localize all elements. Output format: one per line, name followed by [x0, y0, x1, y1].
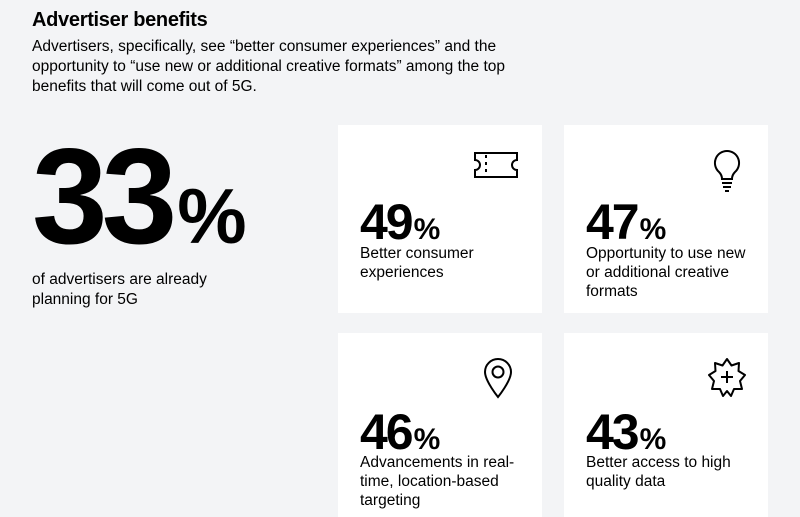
hero-percent: %: [177, 172, 246, 260]
hero-number: 33: [32, 120, 177, 272]
stat-percent: %: [639, 423, 667, 456]
stat-value: 43 %: [586, 404, 667, 460]
stat-card-location-targeting: 46 % Advancements in real-time, location…: [338, 333, 542, 517]
stat-number: 46: [360, 404, 414, 460]
stat-card-consumer-experiences: 49 % Better consumer experiences: [338, 125, 542, 313]
stat-percent: %: [639, 213, 667, 246]
lightbulb-icon: [713, 149, 741, 192]
stat-number: 49: [360, 194, 414, 250]
stat-number: 47: [586, 194, 640, 250]
stat-value: 46 %: [360, 404, 441, 460]
hero-description: of advertisers are already planning for …: [32, 271, 207, 308]
stat-label: Better access to high quality data: [586, 454, 731, 490]
stat-number: 43: [586, 404, 640, 460]
stat-value: 47 %: [586, 194, 667, 250]
page-title: Advertiser benefits: [32, 9, 208, 31]
ticket-icon: [474, 152, 518, 178]
intro-paragraph: Advertisers, specifically, see “better c…: [32, 38, 506, 95]
stat-label: Advancements in real-time, location-base…: [360, 454, 515, 509]
stat-card-quality-data: 43 % Better access to high quality data: [564, 333, 768, 517]
starburst-plus-icon: [708, 358, 746, 397]
stat-value: 49 %: [360, 194, 441, 250]
stat-label: Better consumer experiences: [360, 245, 474, 281]
stat-card-creative-formats: 47 % Opportunity to use new or additiona…: [564, 125, 768, 313]
location-pin-icon: [483, 358, 513, 399]
hero-stat: 33 % of advertisers are already planning…: [32, 128, 322, 310]
stat-percent: %: [413, 213, 441, 246]
hero-value: 33 %: [32, 128, 322, 264]
stat-label: Opportunity to use new or additional cre…: [586, 245, 746, 300]
stat-percent: %: [413, 423, 441, 456]
